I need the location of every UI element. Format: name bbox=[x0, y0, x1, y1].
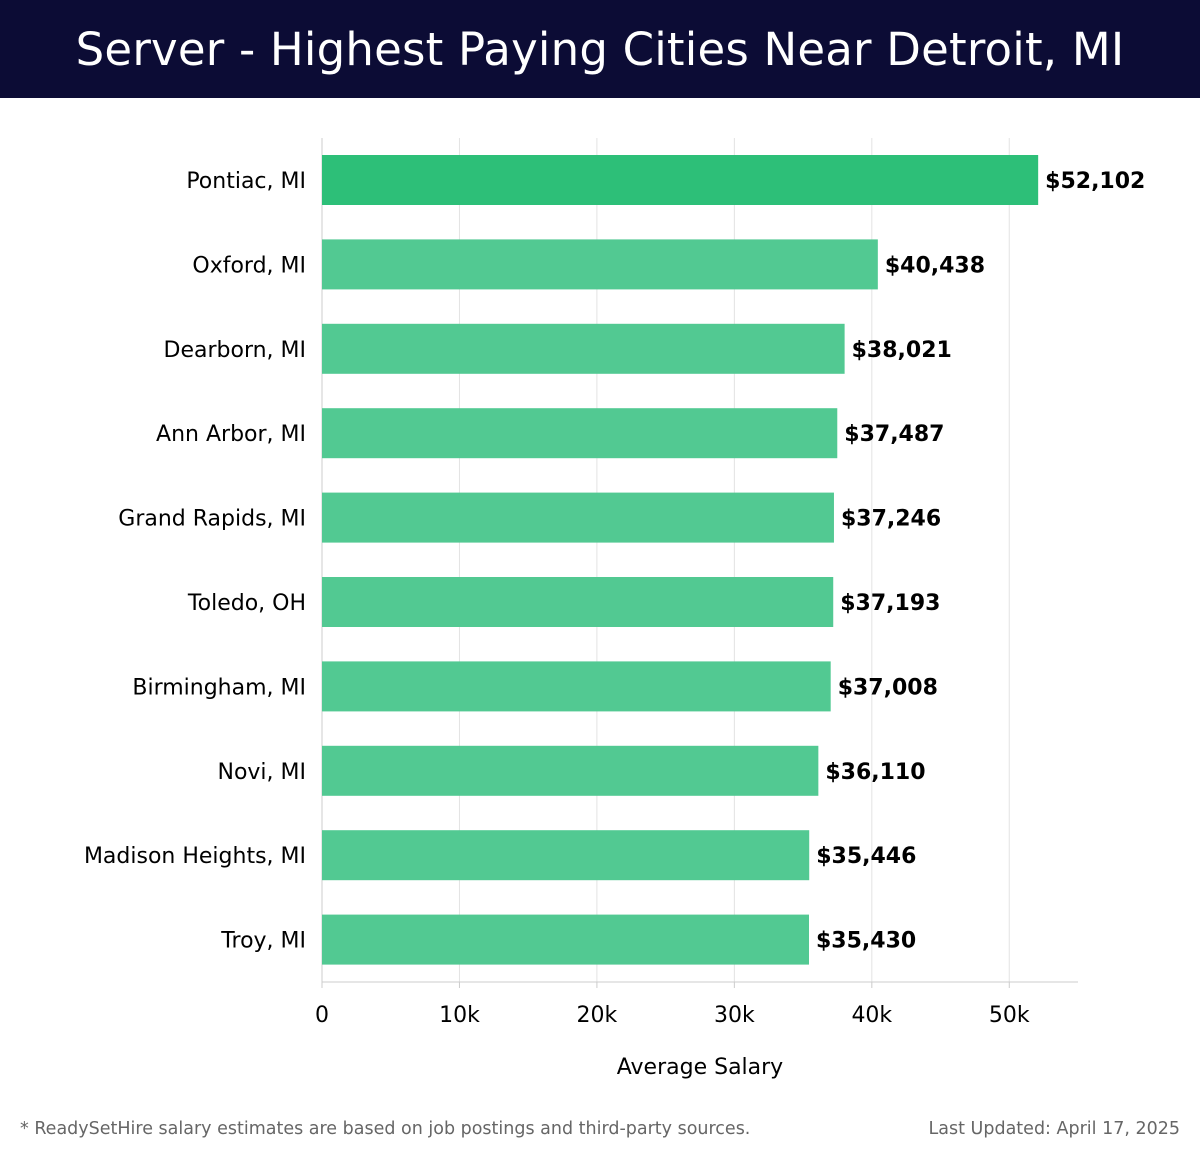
x-axis-title: Average Salary bbox=[617, 1055, 783, 1080]
bar bbox=[322, 492, 834, 543]
category-label: Toledo, OH bbox=[187, 591, 306, 616]
x-tick-label: 40k bbox=[851, 1003, 892, 1028]
bar bbox=[322, 577, 834, 627]
last-updated: Last Updated: April 17, 2025 bbox=[928, 1119, 1180, 1139]
bar bbox=[322, 661, 831, 712]
value-label: $52,102 bbox=[1045, 169, 1145, 194]
category-label: Madison Heights, MI bbox=[84, 844, 306, 869]
x-tick-label: 20k bbox=[577, 1003, 618, 1028]
value-label: $37,246 bbox=[841, 507, 941, 532]
chart-header: Server - Highest Paying Cities Near Detr… bbox=[0, 0, 1200, 98]
value-label: $40,438 bbox=[885, 253, 985, 278]
x-tick-label: 30k bbox=[714, 1003, 755, 1028]
bar bbox=[322, 914, 810, 965]
x-tick-label: 50k bbox=[989, 1003, 1030, 1028]
bar bbox=[322, 830, 810, 881]
value-label: $36,110 bbox=[825, 760, 925, 785]
x-tick-label: 0 bbox=[315, 1003, 329, 1028]
category-label: Grand Rapids, MI bbox=[118, 507, 306, 532]
category-label: Troy, MI bbox=[220, 929, 306, 954]
category-label: Novi, MI bbox=[217, 760, 306, 785]
category-label: Pontiac, MI bbox=[186, 169, 306, 194]
value-label: $37,008 bbox=[838, 675, 938, 700]
bar bbox=[322, 239, 878, 290]
chart-title: Server - Highest Paying Cities Near Detr… bbox=[75, 22, 1125, 76]
x-tick-label: 10k bbox=[439, 1003, 480, 1028]
bar bbox=[322, 408, 838, 459]
value-label: $35,430 bbox=[816, 929, 916, 954]
footnote: * ReadySetHire salary estimates are base… bbox=[20, 1119, 751, 1139]
category-label: Dearborn, MI bbox=[164, 338, 306, 363]
category-label: Oxford, MI bbox=[192, 253, 306, 278]
value-label: $35,446 bbox=[816, 844, 916, 869]
value-label: $37,193 bbox=[840, 591, 940, 616]
bar bbox=[322, 745, 819, 796]
bar bbox=[322, 323, 845, 374]
category-label: Ann Arbor, MI bbox=[156, 422, 306, 447]
bar bbox=[322, 155, 1039, 205]
value-label: $38,021 bbox=[852, 338, 952, 363]
bar-chart: 0 10k 20k 30k 40k 50k Pontiac, MI $52,102 Oxford… bbox=[84, 138, 1145, 1080]
category-label: Birmingham, MI bbox=[132, 675, 306, 700]
value-label: $37,487 bbox=[844, 422, 944, 447]
